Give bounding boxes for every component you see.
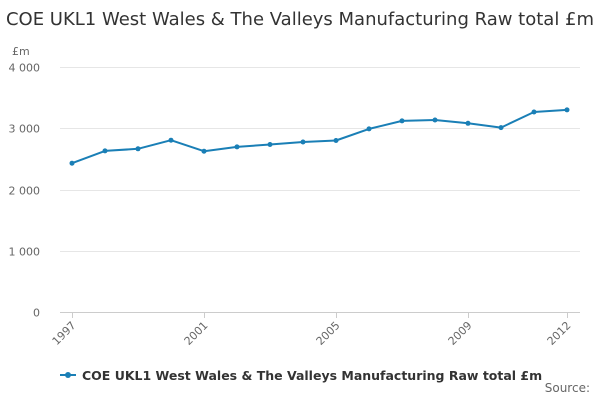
data-point — [267, 142, 273, 147]
data-point — [168, 137, 174, 143]
y-axis-label: £m — [12, 45, 30, 58]
x-tick-label: 2001 — [182, 319, 211, 348]
legend-item[interactable]: COE UKL1 West Wales & The Valleys Manufa… — [60, 366, 542, 384]
data-point — [135, 146, 141, 152]
x-tick-label: 2012 — [545, 319, 574, 348]
legend-label: COE UKL1 West Wales & The Valleys Manufa… — [82, 367, 543, 383]
legend-marker — [65, 372, 71, 378]
data-point — [333, 138, 339, 143]
data-point — [432, 117, 438, 123]
data-point — [498, 125, 504, 131]
x-tick-label: 2009 — [446, 319, 475, 348]
data-point — [399, 118, 405, 124]
data-point — [531, 109, 537, 115]
series-line — [71, 108, 568, 165]
data-point — [234, 144, 240, 150]
x-tick-label: 2005 — [314, 319, 343, 348]
source-label: Source: — [544, 381, 590, 395]
legend-symbol — [60, 369, 76, 381]
data-point — [366, 126, 372, 132]
data-point — [102, 148, 108, 154]
y-tick-label: 3 000 — [9, 123, 41, 136]
data-point — [465, 120, 471, 126]
y-tick-label: 1 000 — [9, 246, 41, 259]
chart-title: COE UKL1 West Wales & The Valleys Manufa… — [5, 9, 595, 30]
y-tick-label: 4 000 — [9, 62, 41, 75]
y-tick-label: 0 — [33, 307, 40, 320]
data-point — [300, 139, 306, 145]
data-point — [201, 148, 207, 154]
data-point — [69, 160, 75, 166]
x-tick-label: 1997 — [50, 319, 79, 348]
y-tick-label: 2 000 — [9, 185, 41, 198]
data-point — [564, 107, 570, 113]
